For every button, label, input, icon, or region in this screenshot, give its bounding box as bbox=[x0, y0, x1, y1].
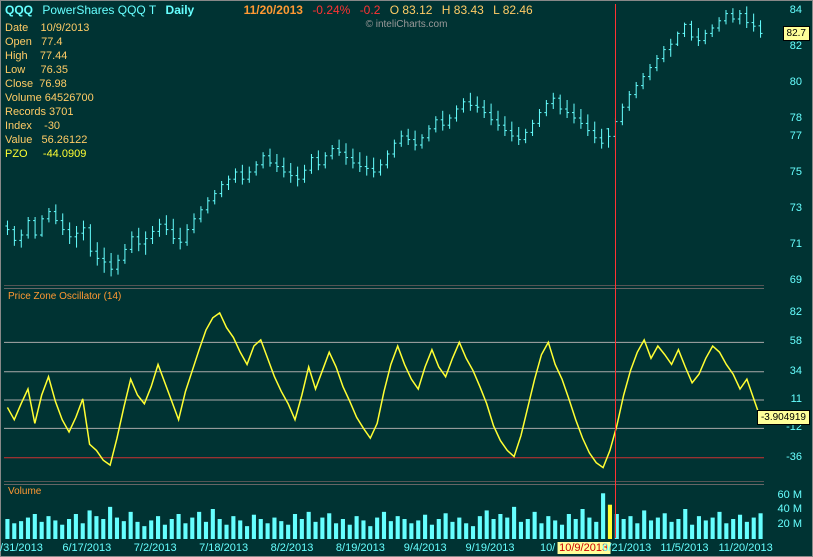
price-marker: 82.7 bbox=[783, 26, 810, 41]
x-axis: 5/31/20136/17/20137/2/20137/18/20138/2/2… bbox=[1, 540, 812, 554]
price-pane[interactable] bbox=[4, 4, 764, 286]
oscillator-svg bbox=[4, 289, 764, 483]
oscillator-pane[interactable]: Price Zone Oscillator (14) bbox=[4, 288, 764, 482]
crosshair-vertical bbox=[615, 4, 616, 538]
stock-chart: QQQ PowerShares QQQ T Daily 11/20/2013 -… bbox=[1, 1, 812, 556]
volume-y-axis: 20 M40 M60 M bbox=[763, 484, 808, 538]
oscillator-y-axis: -36-1211345882 bbox=[763, 288, 808, 482]
volume-svg bbox=[4, 485, 764, 539]
oscillator-marker: -3.904919 bbox=[757, 410, 810, 425]
price-y-axis: 697173757778808284 bbox=[763, 4, 808, 286]
price-svg bbox=[4, 4, 764, 286]
volume-pane[interactable]: Volume bbox=[4, 484, 764, 538]
